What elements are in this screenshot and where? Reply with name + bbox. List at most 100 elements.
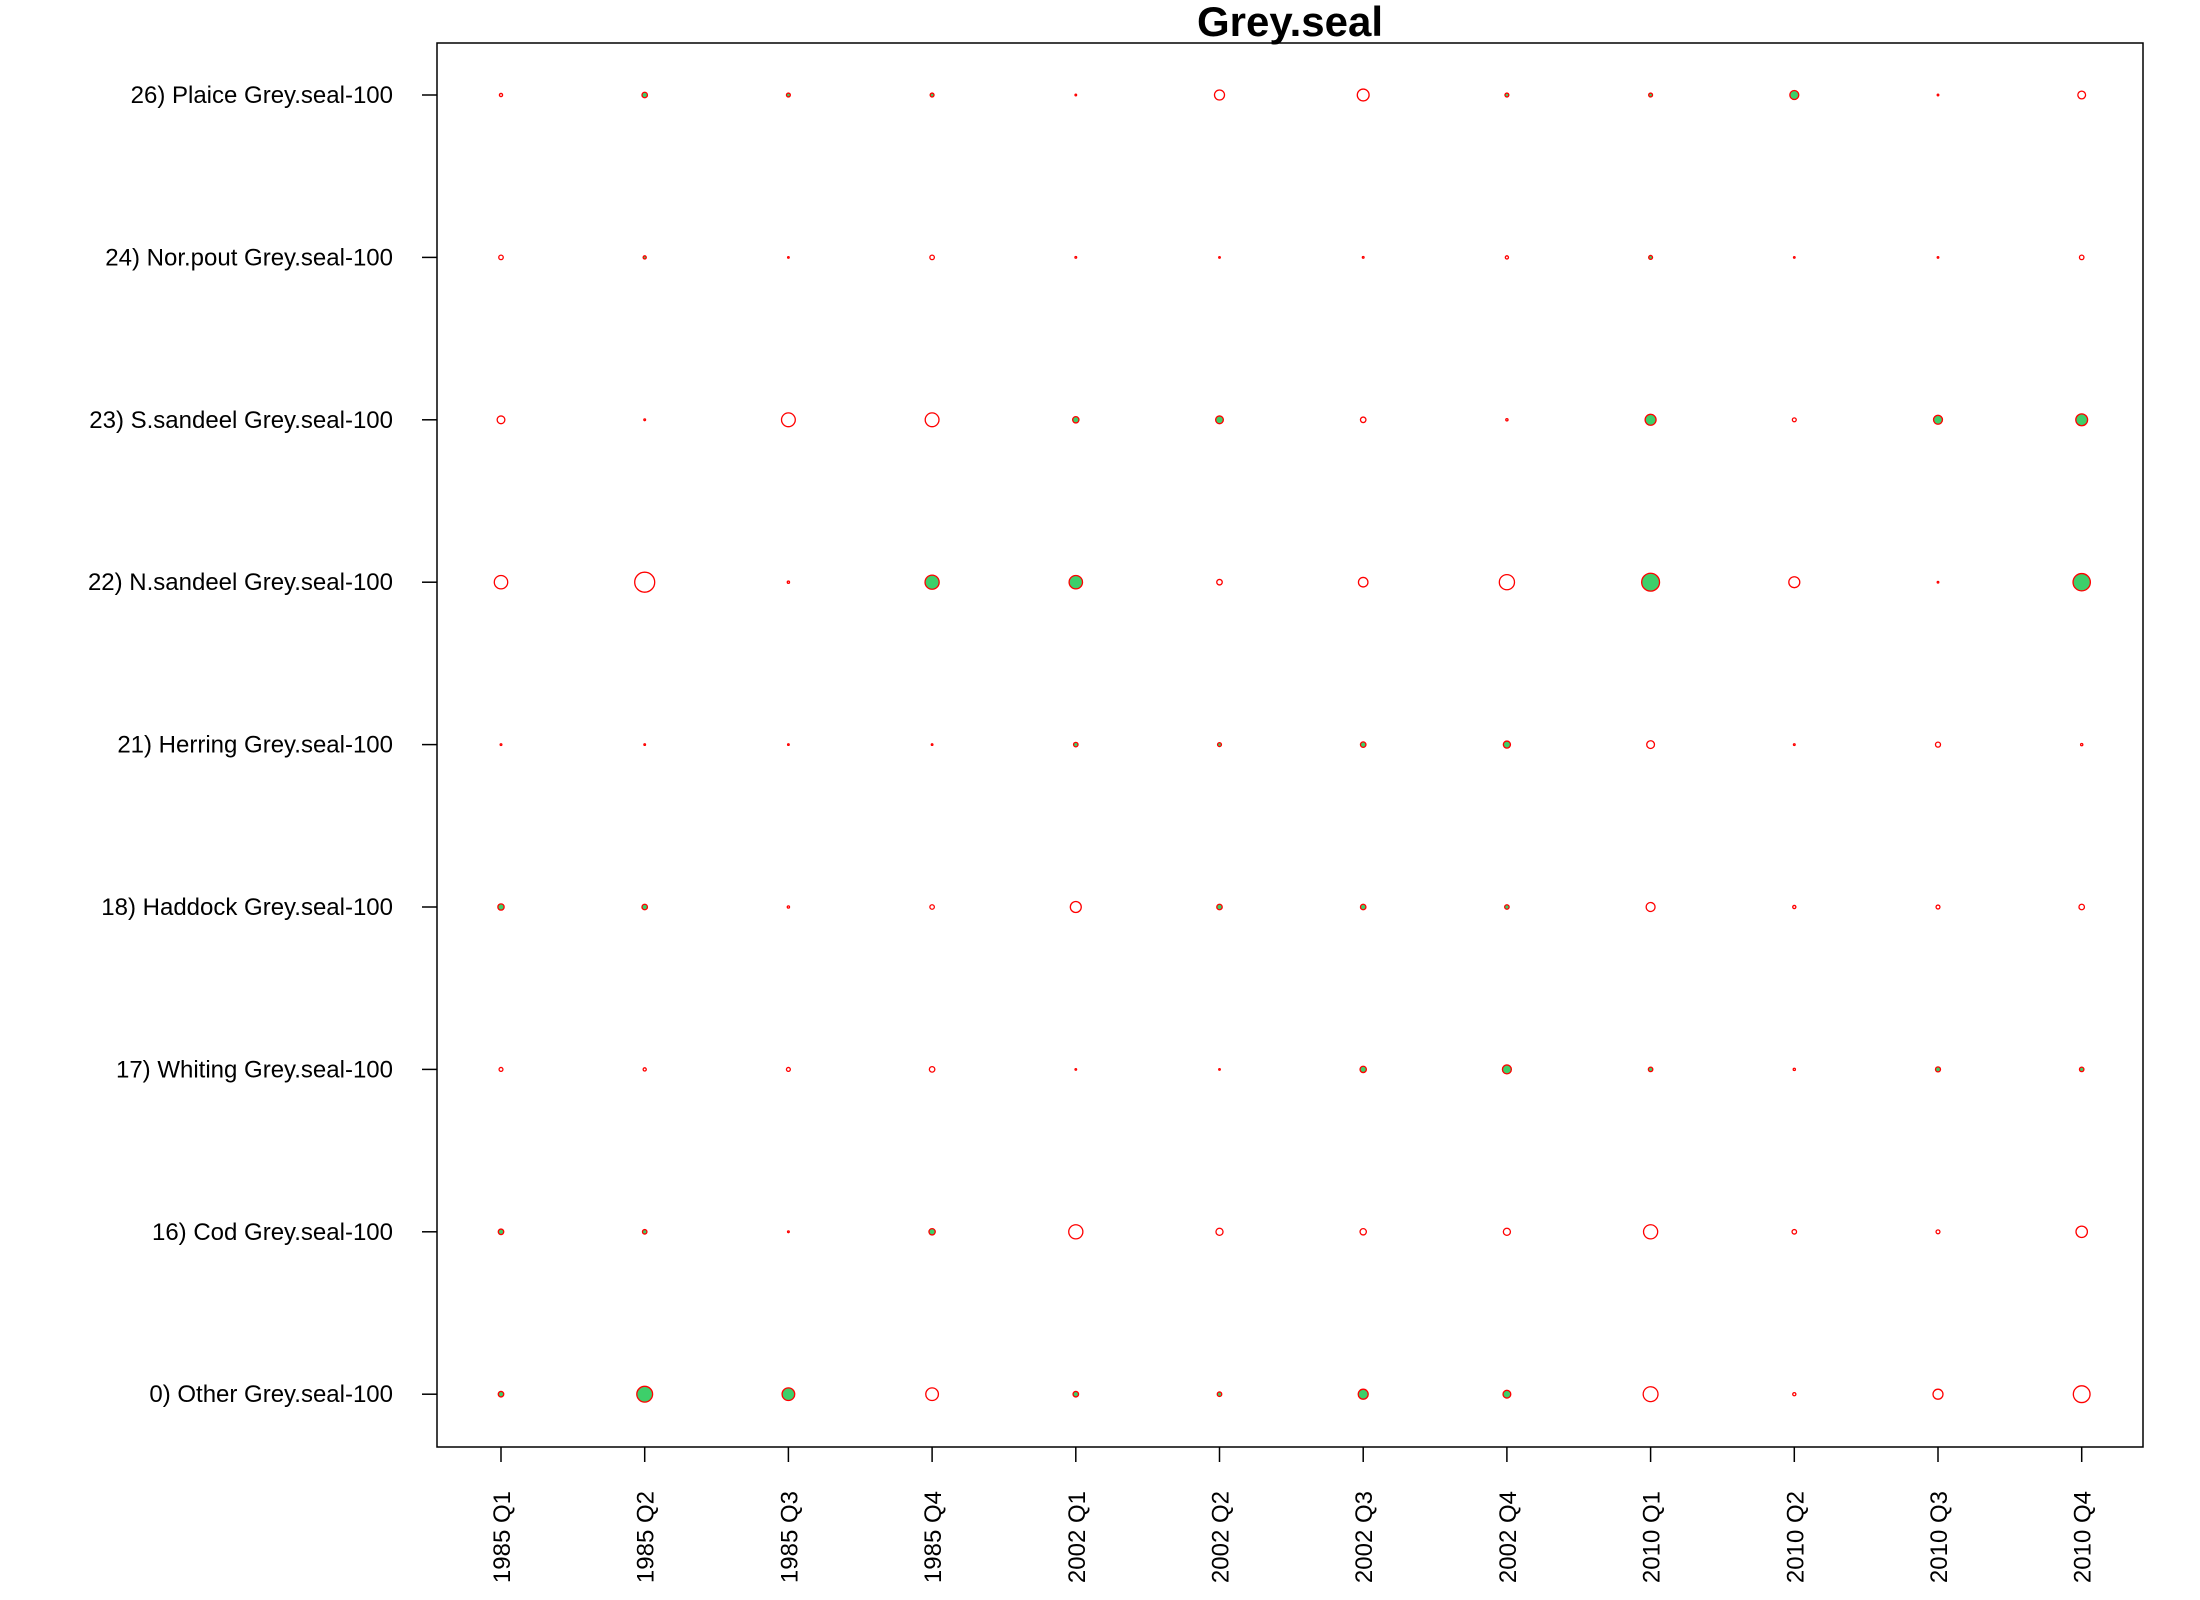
negative-point <box>780 412 796 428</box>
x-axis: 1985 Q1 1985 Q2 1985 Q3 1985 Q4 2002 Q1 2002 … <box>489 1447 2097 1583</box>
negative-point <box>1213 89 1226 101</box>
negative-point <box>1791 1228 1798 1235</box>
positive-point <box>1071 415 1080 424</box>
negative-point <box>786 580 791 584</box>
negative-point <box>498 92 504 98</box>
positive-point <box>636 1385 654 1403</box>
negative-point <box>1936 255 1940 259</box>
negative-point <box>925 1387 940 1402</box>
x-tick-label: 2002 Q1 <box>1064 1491 1091 1583</box>
negative-point <box>499 743 503 747</box>
x-tick-label: 2010 Q2 <box>1782 1491 1809 1583</box>
negative-point <box>2077 90 2087 100</box>
negative-point <box>930 743 934 747</box>
negative-point <box>1792 904 1797 910</box>
negative-point <box>2072 1385 2091 1404</box>
positive-point <box>1932 414 1944 425</box>
negative-point <box>1792 743 1796 747</box>
x-tick-label: 2002 Q4 <box>1495 1491 1522 1583</box>
negative-point <box>1646 740 1656 750</box>
negative-point <box>1498 573 1516 591</box>
positive-point <box>2072 572 2092 592</box>
negative-point <box>1645 901 1656 913</box>
positive-point <box>1502 1389 1512 1399</box>
negative-point <box>2075 1225 2089 1239</box>
positive-point <box>1216 903 1223 911</box>
negative-point <box>1356 88 1370 102</box>
negative-point <box>2078 903 2086 911</box>
negative-point <box>1074 255 1078 259</box>
positive-point <box>1216 1391 1223 1398</box>
negative-point <box>1936 580 1940 584</box>
positive-point <box>1502 740 1512 749</box>
y-tick-label: 17) Whiting Grey.seal-100 <box>116 1056 393 1083</box>
negative-point <box>1218 1067 1221 1071</box>
negative-point <box>1361 255 1365 259</box>
negative-point <box>1935 1229 1941 1235</box>
negative-point <box>1074 93 1078 97</box>
y-tick-label: 0) Other Grey.seal-100 <box>149 1381 393 1408</box>
negative-point <box>1359 416 1367 424</box>
positive-point <box>641 91 649 99</box>
positive-point <box>1357 1388 1369 1400</box>
y-tick-label: 16) Cod Grey.seal-100 <box>152 1219 393 1246</box>
positive-point <box>1359 903 1367 911</box>
positive-point <box>1072 741 1079 748</box>
negative-point <box>929 254 935 261</box>
y-tick-label: 18) Haddock Grey.seal-100 <box>101 894 393 921</box>
negative-point <box>498 1066 504 1072</box>
data-points <box>493 88 2092 1404</box>
negative-point <box>1935 904 1941 910</box>
positive-point <box>785 92 791 98</box>
negative-point <box>1791 417 1797 423</box>
negative-point <box>1792 1067 1797 1072</box>
negative-point <box>1936 93 1940 97</box>
negative-point <box>1068 1224 1084 1240</box>
negative-point <box>643 743 647 747</box>
negative-point <box>1792 255 1796 259</box>
x-tick-label: 2010 Q4 <box>2070 1491 2097 1583</box>
positive-point <box>2078 1066 2085 1073</box>
positive-point <box>1934 1066 1942 1073</box>
plot-frame <box>436 42 2144 1448</box>
positive-point <box>497 1390 505 1398</box>
negative-point <box>929 904 935 910</box>
negative-point <box>1215 1227 1224 1236</box>
positive-point <box>1359 1065 1368 1074</box>
positive-point <box>1214 415 1225 425</box>
negative-point <box>2078 254 2085 261</box>
negative-point <box>785 1066 791 1072</box>
positive-point <box>928 1227 936 1236</box>
positive-point <box>781 1387 796 1402</box>
negative-point <box>2079 742 2084 747</box>
negative-point <box>1504 255 1510 260</box>
positive-point <box>1644 413 1657 426</box>
negative-point <box>498 254 504 261</box>
y-tick-label: 23) S.sandeel Grey.seal-100 <box>89 407 393 434</box>
positive-point <box>1504 904 1510 910</box>
positive-point <box>642 255 647 260</box>
positive-point <box>1359 741 1367 748</box>
negative-point <box>496 415 506 425</box>
y-tick-label: 24) Nor.pout Grey.seal-100 <box>105 244 393 271</box>
y-tick-label: 21) Herring Grey.seal-100 <box>117 732 393 759</box>
positive-point <box>929 92 935 98</box>
x-tick-label: 1985 Q1 <box>489 1491 516 1583</box>
negative-point <box>786 1230 790 1234</box>
negative-point <box>928 1066 936 1073</box>
positive-point <box>2075 413 2089 427</box>
negative-point <box>786 905 791 909</box>
positive-point <box>1501 1064 1513 1075</box>
positive-point <box>1648 92 1654 98</box>
negative-point <box>786 743 790 747</box>
negative-point <box>1216 578 1223 586</box>
negative-point <box>1218 255 1221 259</box>
positive-point <box>1068 574 1084 590</box>
negative-point <box>634 571 656 593</box>
positive-point <box>497 1228 505 1236</box>
negative-point <box>924 412 940 428</box>
negative-point <box>1069 900 1082 914</box>
negative-point <box>1074 1067 1078 1071</box>
positive-point <box>1072 1390 1080 1398</box>
